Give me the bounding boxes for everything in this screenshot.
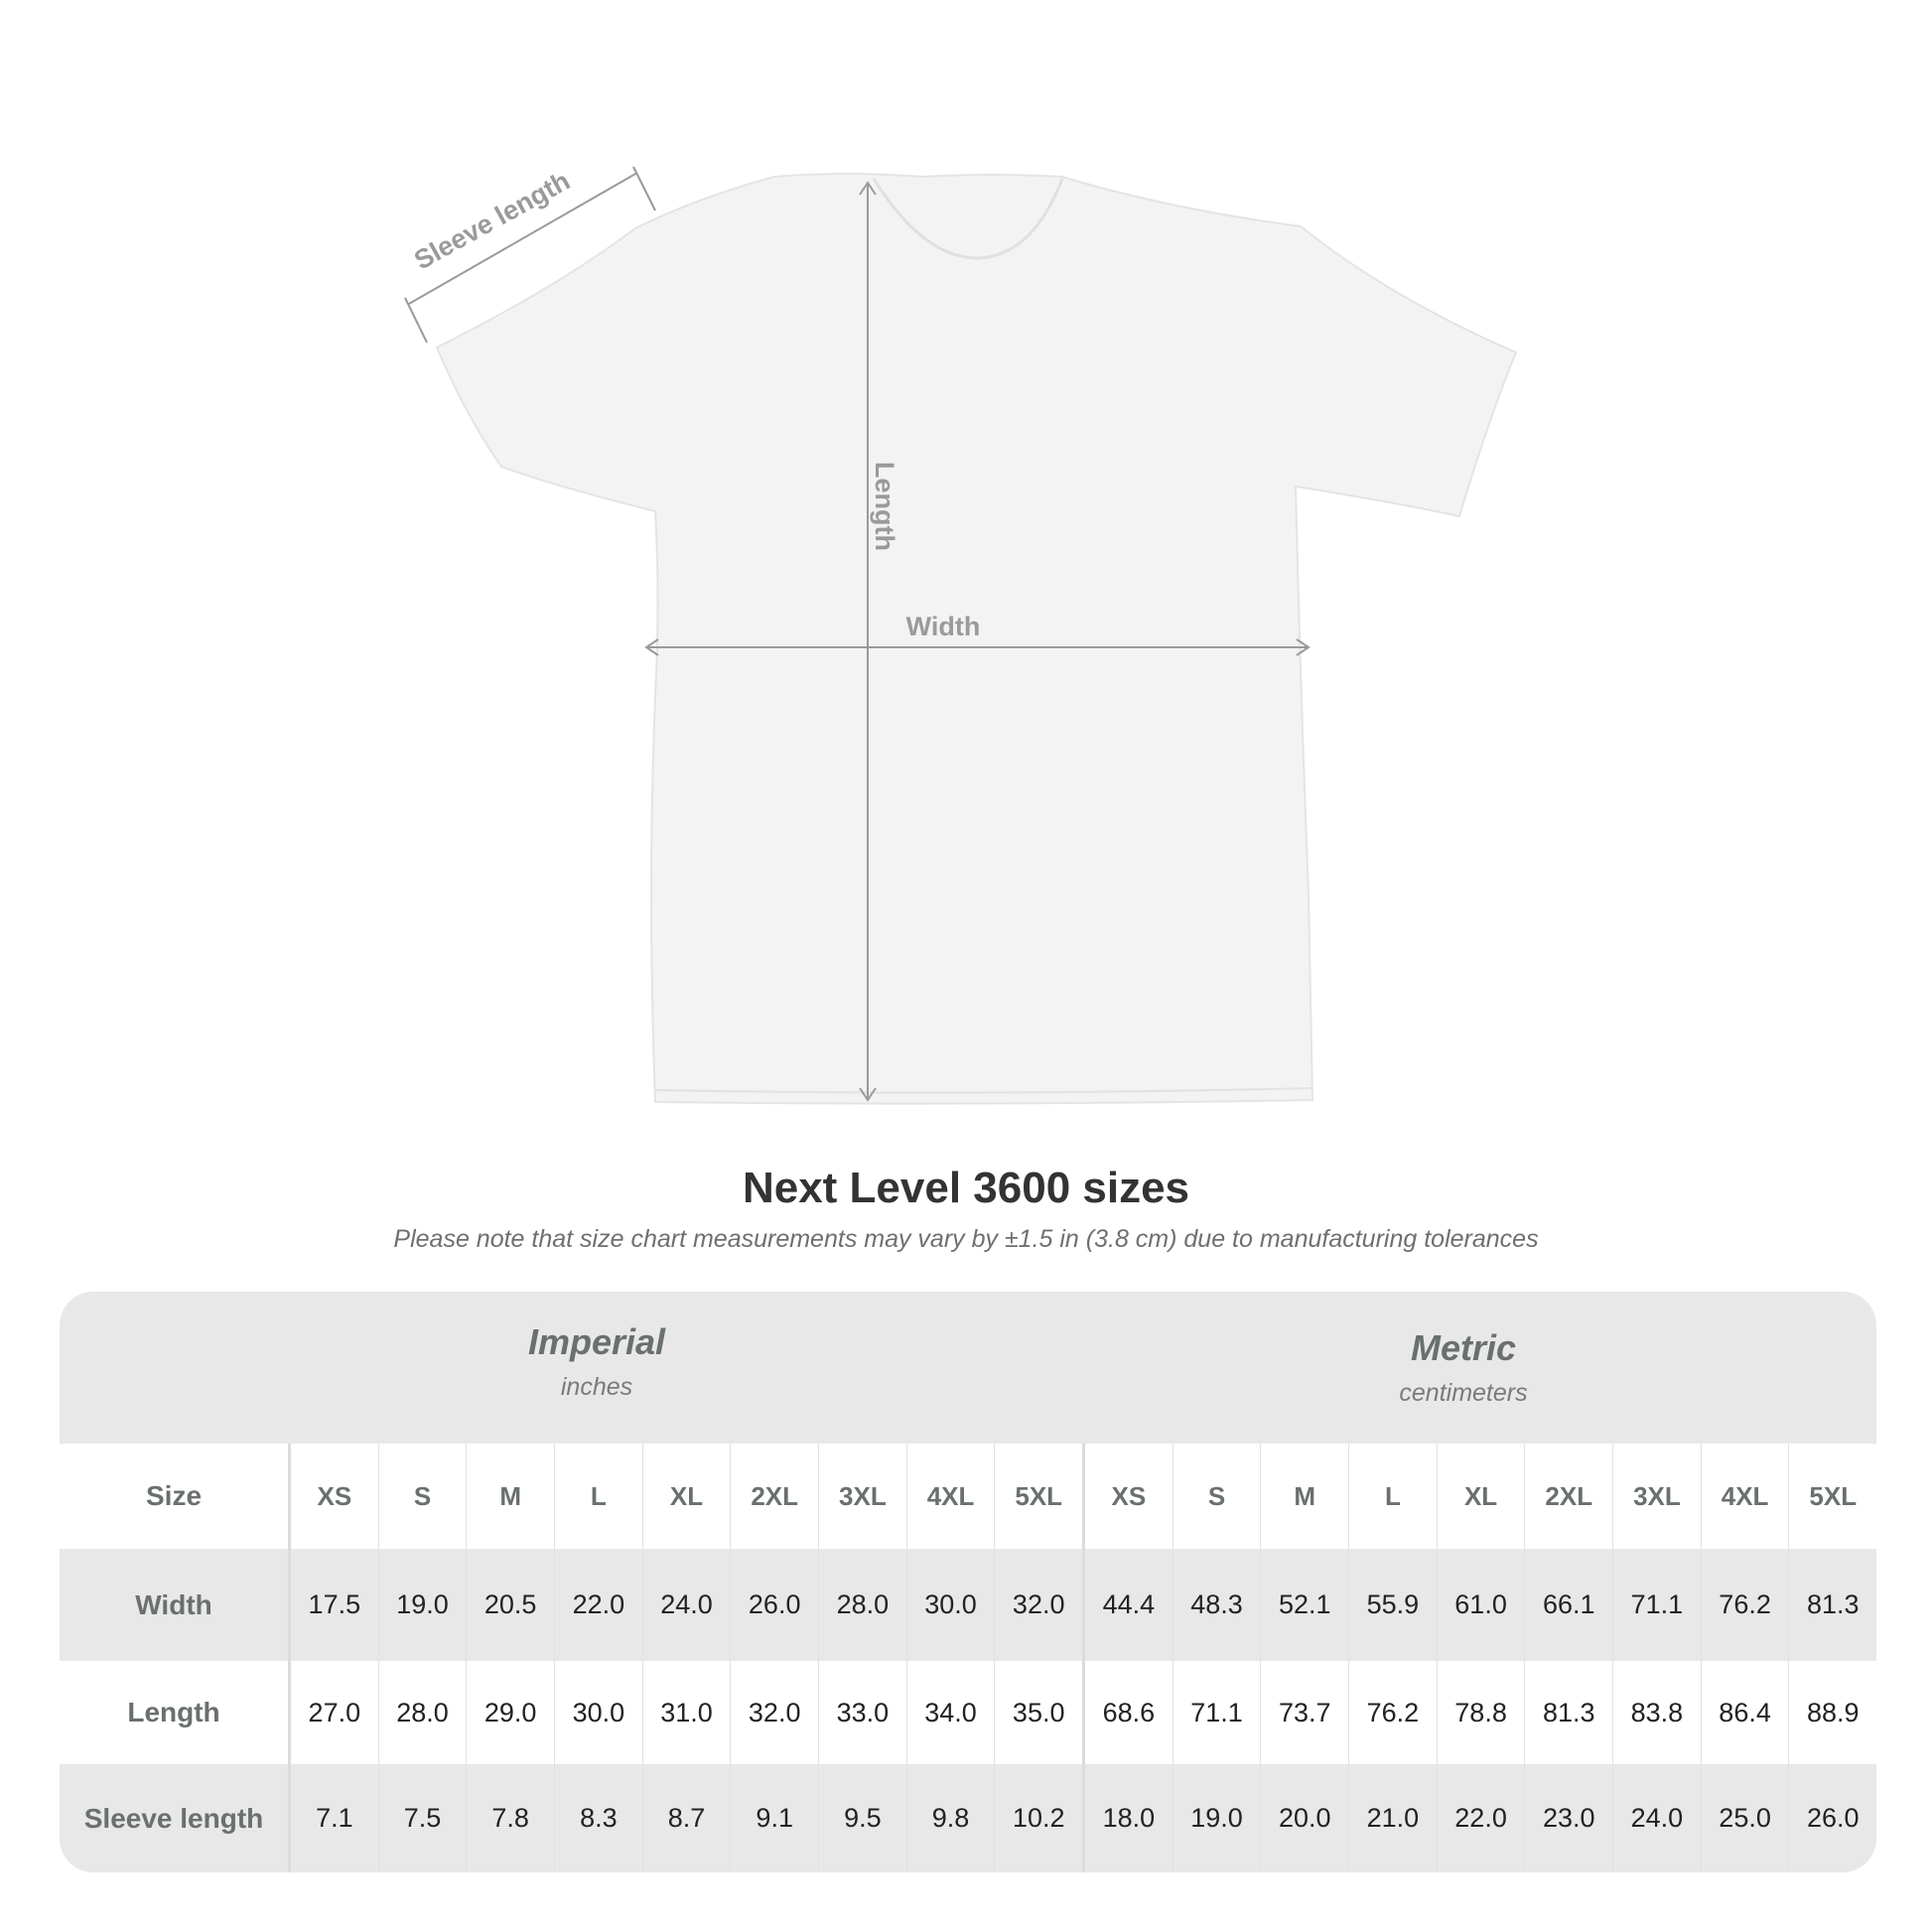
value-cell: 76.2: [1349, 1661, 1438, 1764]
length-label: Length: [870, 462, 899, 551]
row-label: Size: [60, 1444, 291, 1549]
value-cell: 33.0: [819, 1661, 907, 1764]
size-header-cell: XS: [1085, 1444, 1173, 1549]
size-header-cell: 3XL: [819, 1444, 907, 1549]
size-header-cell: S: [379, 1444, 468, 1549]
value-cell: 35.0: [995, 1661, 1086, 1764]
value-cell: 9.8: [907, 1764, 996, 1872]
value-cell: 71.1: [1613, 1549, 1702, 1661]
value-cell: 76.2: [1702, 1549, 1790, 1661]
value-cell: 88.9: [1806, 1697, 1860, 1727]
table-row: Length 27.0 28.0 29.0 30.0 31.0 32.0 33.0 34.0 35…: [60, 1661, 1876, 1764]
value-cell: 32.0: [731, 1661, 820, 1764]
value-cell: 66.1: [1525, 1549, 1614, 1661]
value-cell: 28.0: [819, 1549, 907, 1661]
size-header-cell: L: [1349, 1444, 1438, 1549]
sleeve-arrow: [408, 172, 638, 305]
value-cell: 32.0: [995, 1549, 1086, 1661]
imperial-header: Imperial inches: [348, 1321, 845, 1402]
value-cell: 7.8: [467, 1764, 556, 1872]
value-cell: 17.5: [291, 1549, 379, 1661]
sleeve-length-label: Sleeve length: [409, 166, 575, 276]
size-header-cell: 4XL: [1702, 1444, 1790, 1549]
value-cell: 19.0: [1173, 1764, 1262, 1872]
value-cell: 22.0: [555, 1549, 643, 1661]
value-cell: 8.3: [555, 1764, 643, 1872]
value-cell: 30.0: [555, 1661, 643, 1764]
value-cell: 27.0: [291, 1661, 379, 1764]
value-cell: 23.0: [1525, 1764, 1614, 1872]
size-header-cell: XS: [291, 1444, 379, 1549]
row-label: Length: [60, 1661, 291, 1764]
page-title: Next Level 3600 sizes: [742, 1164, 1190, 1212]
metric-header: Metric centimeters: [1215, 1327, 1712, 1408]
size-header-cell: M: [1261, 1444, 1350, 1549]
value-cell: 83.8: [1613, 1661, 1702, 1764]
value-cell: 61.0: [1438, 1549, 1526, 1661]
value-cell: 20.5: [467, 1549, 556, 1661]
measure-arrows: [404, 166, 1311, 1102]
row-label: Sleeve length: [60, 1764, 291, 1872]
value-cell: 10.2: [995, 1764, 1086, 1872]
width-label: Width: [906, 612, 981, 641]
value-cell: 31.0: [643, 1661, 732, 1764]
value-cell: 20.0: [1261, 1764, 1350, 1872]
value-cell: 44.4: [1085, 1549, 1173, 1661]
metric-unit: centimeters: [1399, 1379, 1528, 1407]
value-cell: 21.0: [1349, 1764, 1438, 1872]
unit-header-band: Imperial inches Metric centimeters: [60, 1292, 1876, 1444]
imperial-unit: inches: [560, 1373, 633, 1401]
value-cell: 7.5: [379, 1764, 468, 1872]
row-label: Width: [60, 1549, 291, 1661]
table-row: Sleeve length 7.1 7.5 7.8 8.3 8.7 9.1 9.5 9.8 10.…: [60, 1764, 1876, 1872]
value-cell: 34.0: [907, 1661, 996, 1764]
size-header-cell: 5XL: [1809, 1480, 1858, 1511]
size-header-cell: L: [555, 1444, 643, 1549]
metric-title: Metric: [1410, 1327, 1517, 1368]
value-cell: 55.9: [1349, 1549, 1438, 1661]
value-cell: 9.5: [819, 1764, 907, 1872]
size-header-cell: 4XL: [907, 1444, 996, 1549]
size-header-cell: M: [467, 1444, 556, 1549]
value-cell: 24.0: [643, 1549, 732, 1661]
size-header-cell: XL: [643, 1444, 732, 1549]
size-chart-table: Imperial inches Metric centimeters Size X…: [60, 1292, 1876, 1872]
size-header-cell: 2XL: [731, 1444, 820, 1549]
size-header-cell: 5XL: [995, 1444, 1086, 1549]
value-cell: 81.3: [1806, 1589, 1860, 1619]
value-cell: 7.1: [291, 1764, 379, 1872]
value-cell: 68.6: [1085, 1661, 1173, 1764]
value-cell: 28.0: [379, 1661, 468, 1764]
value-cell: 26.0: [731, 1549, 820, 1661]
value-cell: 48.3: [1173, 1549, 1262, 1661]
value-cell: 73.7: [1261, 1661, 1350, 1764]
imperial-title: Imperial: [527, 1321, 666, 1362]
tolerance-note: Please note that size chart measurements…: [393, 1225, 1539, 1253]
value-cell: 25.0: [1702, 1764, 1790, 1872]
value-cell: 18.0: [1085, 1764, 1173, 1872]
value-cell: 24.0: [1613, 1764, 1702, 1872]
value-cell: 8.7: [643, 1764, 732, 1872]
value-cell: 52.1: [1261, 1549, 1350, 1661]
value-cell: 71.1: [1173, 1661, 1262, 1764]
value-cell: 86.4: [1702, 1661, 1790, 1764]
table-row: Width 17.5 19.0 20.5 22.0 24.0 26.0 28.0 30.0 32.…: [60, 1549, 1876, 1661]
value-cell: 30.0: [907, 1549, 996, 1661]
value-cell: 19.0: [379, 1549, 468, 1661]
size-header-cell: 3XL: [1613, 1444, 1702, 1549]
size-header-row: Size XS S M L XL 2XL 3XL 4XL 5XL XS S M L XL 2XL 3XL 4XL 5…: [60, 1444, 1876, 1549]
tshirt-image: [435, 173, 1518, 1105]
value-cell: 81.3: [1525, 1661, 1614, 1764]
size-header-cell: XL: [1438, 1444, 1526, 1549]
size-header-cell: S: [1173, 1444, 1262, 1549]
value-cell: 78.8: [1438, 1661, 1526, 1764]
value-cell: 26.0: [1806, 1803, 1860, 1833]
value-cell: 9.1: [731, 1764, 820, 1872]
value-cell: 22.0: [1438, 1764, 1526, 1872]
size-header-cell: 2XL: [1525, 1444, 1614, 1549]
value-cell: 29.0: [467, 1661, 556, 1764]
